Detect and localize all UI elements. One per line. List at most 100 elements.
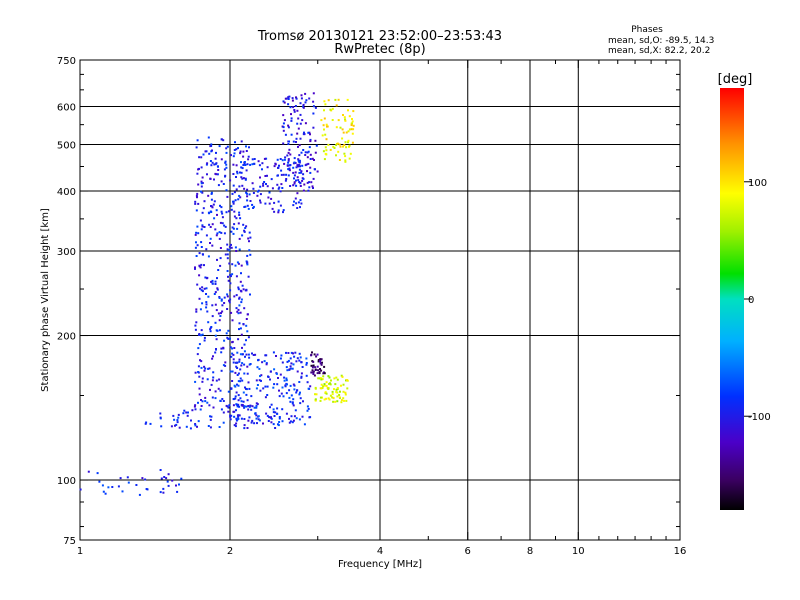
data-point	[229, 346, 232, 349]
data-point	[274, 411, 277, 414]
data-point	[216, 329, 219, 332]
data-point	[232, 202, 235, 205]
data-point	[319, 396, 322, 399]
data-point	[236, 383, 238, 386]
data-point	[340, 374, 343, 377]
data-point	[292, 419, 295, 422]
data-point	[238, 358, 241, 361]
data-point	[289, 400, 292, 403]
data-point	[299, 182, 302, 185]
data-point	[337, 98, 340, 101]
data-point	[320, 378, 323, 381]
data-point	[244, 355, 246, 358]
data-point	[281, 361, 284, 364]
data-point	[240, 176, 243, 179]
data-point	[210, 280, 213, 283]
data-point	[352, 128, 355, 131]
data-point	[305, 362, 308, 364]
data-point	[344, 155, 347, 158]
data-point	[167, 473, 170, 476]
data-point	[288, 95, 291, 98]
data-point	[201, 176, 204, 179]
data-point	[301, 366, 304, 368]
data-point	[247, 419, 250, 422]
data-point	[300, 372, 303, 375]
data-point	[238, 405, 241, 408]
data-point	[237, 403, 240, 406]
data-point	[295, 202, 298, 205]
data-point	[282, 209, 285, 212]
data-point	[194, 233, 197, 236]
data-point	[324, 391, 327, 394]
data-point	[228, 262, 231, 265]
data-point	[238, 296, 241, 299]
data-point	[217, 169, 220, 171]
data-point	[295, 391, 298, 394]
data-point	[246, 427, 249, 429]
data-point	[220, 312, 222, 315]
data-point	[337, 150, 340, 153]
data-point	[332, 397, 335, 400]
data-point	[236, 227, 239, 230]
data-point	[294, 197, 297, 200]
data-point	[260, 374, 263, 377]
data-point	[295, 96, 297, 99]
data-point	[273, 165, 276, 168]
data-point	[200, 241, 203, 244]
data-point	[335, 126, 338, 129]
data-point	[297, 165, 299, 168]
data-point	[300, 171, 303, 174]
data-point	[292, 352, 294, 355]
data-point	[336, 400, 339, 403]
data-point	[329, 108, 332, 111]
data-point	[235, 422, 238, 425]
data-point	[282, 129, 285, 132]
data-point	[310, 353, 313, 356]
data-point	[196, 225, 199, 228]
data-point	[290, 394, 293, 397]
data-point	[79, 488, 82, 491]
data-point	[196, 172, 199, 175]
data-point	[308, 186, 311, 189]
data-point	[227, 410, 230, 413]
data-point	[335, 390, 338, 393]
data-point	[297, 159, 300, 162]
data-point	[351, 141, 354, 144]
data-point	[254, 353, 257, 356]
data-point	[315, 144, 318, 147]
data-point	[293, 109, 296, 111]
data-point	[248, 193, 251, 196]
data-point	[321, 396, 323, 399]
data-point	[201, 333, 204, 336]
data-point	[293, 200, 295, 203]
data-point	[264, 396, 267, 399]
data-point	[231, 370, 234, 373]
y-tick-label: 600	[57, 103, 76, 114]
data-point	[286, 154, 289, 157]
data-point	[335, 376, 338, 379]
data-point	[288, 148, 291, 151]
data-point	[309, 166, 312, 169]
data-point	[205, 303, 208, 306]
data-point	[232, 410, 235, 413]
data-point	[300, 376, 303, 379]
data-point	[298, 381, 301, 383]
data-point	[305, 357, 308, 360]
data-point	[241, 353, 244, 356]
data-point	[207, 255, 210, 258]
data-point	[226, 253, 229, 256]
data-point	[272, 351, 275, 354]
data-point	[201, 211, 204, 214]
data-point	[283, 101, 286, 104]
data-point	[239, 397, 242, 400]
data-point	[119, 477, 122, 480]
data-point	[282, 142, 285, 145]
data-point	[302, 177, 305, 180]
data-point	[183, 409, 186, 412]
data-point	[256, 194, 259, 197]
data-point	[298, 418, 301, 421]
data-point	[201, 182, 204, 184]
data-point	[231, 273, 234, 276]
data-point	[304, 101, 307, 104]
data-point	[235, 391, 238, 394]
